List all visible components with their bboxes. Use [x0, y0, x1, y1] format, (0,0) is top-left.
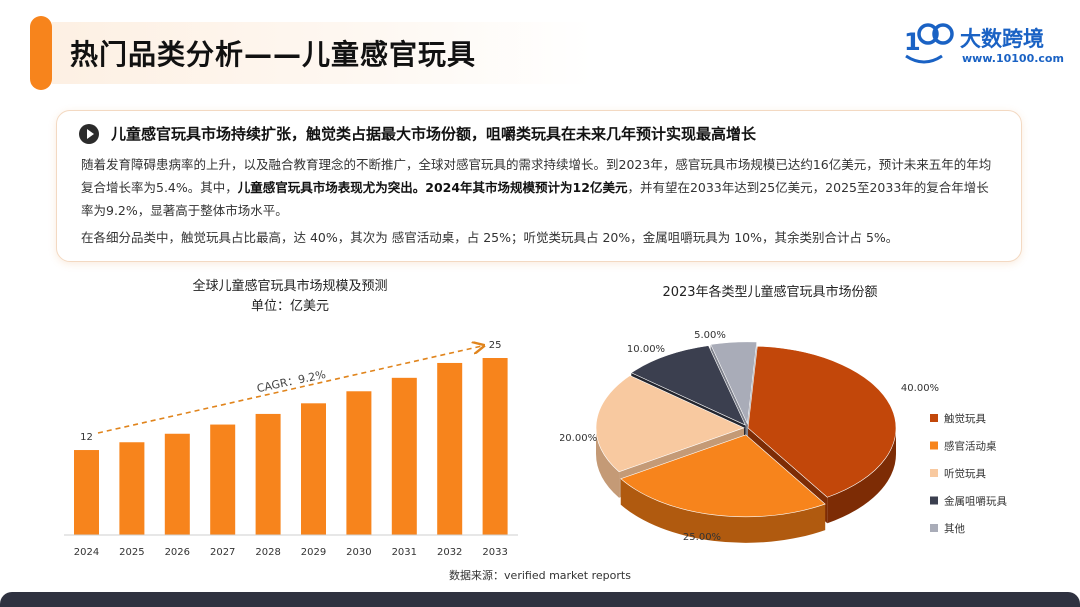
pie-value-label: 5.00%	[694, 330, 726, 341]
paragraph-1-outro: ，并有望在2033年达到25亿美元，2025至2033年的复合年增长率为9.2%…	[81, 180, 989, 218]
logo-name: 大数跨境	[960, 27, 1044, 51]
logo-mark-prefix: 1	[904, 28, 921, 56]
legend-label: 触觉玩具	[944, 412, 986, 425]
x-tick-label: 2024	[74, 547, 99, 558]
bar-chart-title-block: 全球儿童感官玩具市场规模及预测 单位：亿美元	[150, 277, 430, 317]
pie-slice-金属咀嚼玩具	[630, 345, 746, 426]
play-icon	[79, 123, 99, 144]
data-label-first: 12	[80, 432, 93, 443]
title-accent-bar	[30, 16, 52, 90]
legend-swatch	[930, 469, 938, 477]
pie-value-label: 40.00%	[901, 383, 939, 394]
bar-2024	[74, 450, 99, 535]
legend-swatch	[930, 524, 938, 532]
pie-value-label: 25.00%	[683, 532, 721, 543]
x-tick-label: 2030	[346, 547, 371, 558]
x-tick-label: 2031	[392, 547, 417, 558]
bar-chart-subtitle: 单位：亿美元	[250, 299, 329, 314]
bottom-bar	[0, 592, 1080, 607]
legend-label: 金属咀嚼玩具	[944, 495, 1007, 508]
bar-2029	[301, 403, 326, 535]
brand-logo[interactable]: 1 大数跨境 www.10100.com	[902, 20, 1064, 68]
x-tick-label: 2025	[119, 547, 144, 558]
pie-slice-其他	[710, 341, 758, 425]
summary-paragraph-1: 随着发育障碍患病率的上升，以及融合教育理念的不断推广，全球对感官玩具的需求持续增…	[81, 153, 1001, 222]
x-tick-label: 2026	[165, 547, 190, 558]
data-source: 数据来源：verified market reports	[449, 569, 631, 582]
pie-chart-title: 2023年各类型儿童感官玩具市场份额	[662, 285, 878, 300]
pie-value-label: 10.00%	[627, 344, 665, 355]
pie-side-1	[620, 478, 826, 543]
headline-row: 儿童感官玩具市场持续扩张，触觉类占据最大市场份额，咀嚼类玩具在未来几年预计实现最…	[79, 123, 756, 144]
data-label-last: 25	[489, 340, 502, 351]
summary-paragraph-2: 在各细分品类中，触觉玩具占比最高，达 40%，其次为 感官活动桌，占 25%；听…	[81, 230, 899, 245]
pie-side-2	[596, 427, 620, 498]
summary-headline: 儿童感官玩具市场持续扩张，触觉类占据最大市场份额，咀嚼类玩具在未来几年预计实现最…	[111, 125, 757, 143]
paragraph-1-highlight: 儿童感官玩具市场表现尤为突出。2024年其市场规模预计为12亿美元	[237, 180, 628, 195]
paragraph-1-intro: 随着发育障碍患病率的上升，以及融合教育理念的不断推广，全球对感官玩具的需求持续增…	[81, 157, 992, 195]
legend-label: 听觉玩具	[944, 468, 986, 480]
bar-2026	[164, 433, 190, 535]
x-tick-label: 2033	[482, 547, 507, 558]
logo-mark-icon: 1	[904, 23, 954, 64]
bar-2025	[119, 442, 145, 535]
bar-2032	[437, 362, 463, 535]
bar-2027	[210, 424, 236, 535]
legend-swatch	[930, 414, 938, 422]
x-tick-label: 2027	[210, 547, 235, 558]
pie-side-0	[827, 428, 896, 524]
bar-2033	[482, 358, 508, 535]
cagr-annotation: CAGR：9.2%	[256, 368, 327, 395]
x-tick-label: 2029	[301, 547, 326, 558]
title-band	[52, 22, 592, 84]
page-title: 热门品类分析——儿童感官玩具	[70, 38, 477, 71]
x-tick-label: 2028	[255, 547, 280, 558]
legend-label: 感官活动桌	[944, 440, 997, 453]
pie-slice-听觉玩具	[595, 375, 745, 473]
pie-slice-触觉玩具	[747, 345, 897, 498]
cagr-trend-arrow	[97, 346, 482, 434]
pie-chart: 40.00% 25.00% 20.00% 10.00% 5.00% 触觉玩具感官活动桌听…	[560, 330, 1007, 543]
pie-value-label: 20.00%	[560, 433, 597, 444]
pie-slice-感官活动桌	[620, 434, 826, 518]
bar-2028	[255, 413, 281, 535]
x-tick-label: 2032	[437, 547, 462, 558]
bar-chart-title: 全球儿童感官玩具市场规模及预测	[192, 279, 388, 294]
legend-label: 其他	[944, 522, 965, 535]
bar-2030	[346, 391, 372, 535]
legend-swatch	[930, 441, 938, 450]
legend-swatch	[930, 496, 938, 505]
bar-chart: 2024 2025 2026 2027 2028 2029 2030 2031 2032 2033…	[64, 340, 518, 558]
bar-2031	[391, 377, 417, 535]
summary-card: 儿童感官玩具市场持续扩张，触觉类占据最大市场份额，咀嚼类玩具在未来几年预计实现最…	[56, 110, 1022, 262]
logo-url: www.10100.com	[962, 52, 1064, 65]
